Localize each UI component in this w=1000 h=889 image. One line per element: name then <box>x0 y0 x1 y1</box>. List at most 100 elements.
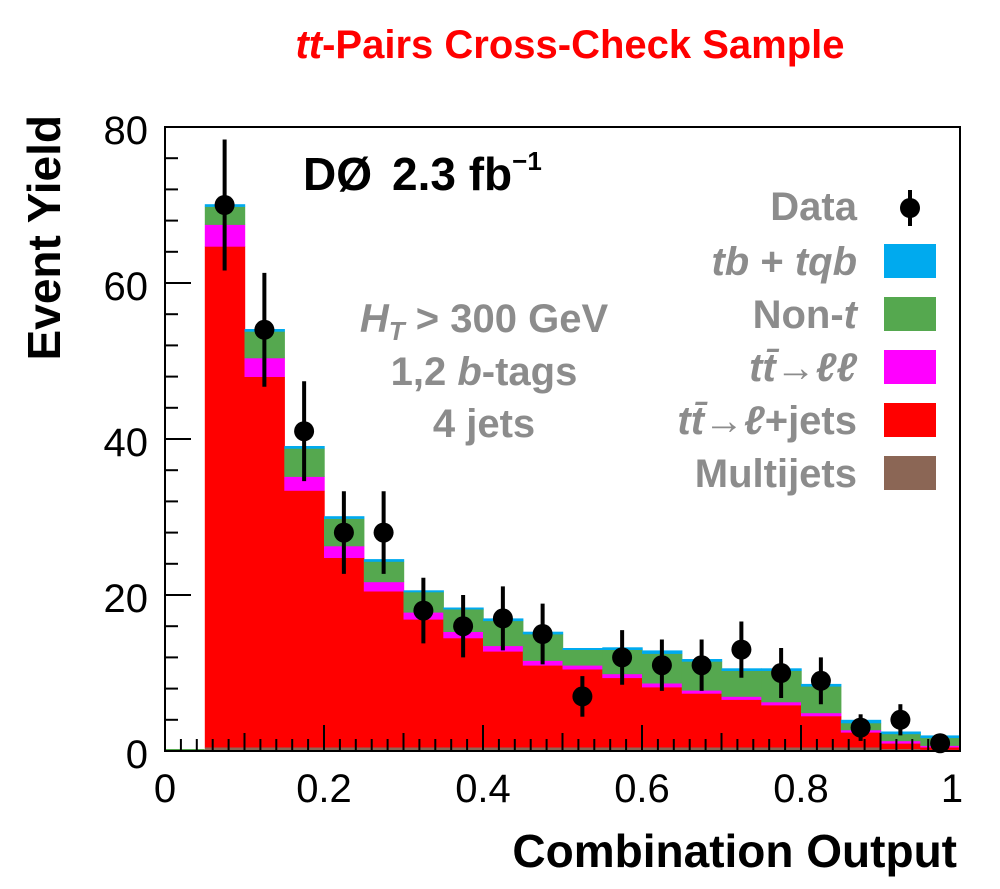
data-point <box>612 647 633 668</box>
y-tick-label: 20 <box>104 577 149 621</box>
legend-swatch-tb <box>884 244 936 278</box>
bar-multijet <box>403 747 444 752</box>
data-point <box>850 717 871 738</box>
legend-swatch-nont <box>884 297 936 331</box>
legend-dilep-part1: tt̄ <box>749 346 780 390</box>
x-axis-label: Combination Output <box>512 825 957 877</box>
cut-btags-post: -tags <box>482 350 578 394</box>
data-point <box>731 639 752 660</box>
bar-ljets <box>522 665 564 748</box>
bar-multijet <box>721 747 762 752</box>
cut-ht-var: H <box>360 297 390 341</box>
x-tick-label: 0.8 <box>773 767 829 811</box>
bar-dilep <box>880 740 921 744</box>
y-tick-label: 60 <box>104 265 149 309</box>
bar-ljets <box>681 693 723 748</box>
legend-tb-part3: tqb <box>795 240 857 284</box>
luminosity-unit-sup: −1 <box>512 146 542 176</box>
data-point <box>254 319 275 340</box>
data-point <box>651 655 672 676</box>
bar-multijet <box>801 747 842 752</box>
bar-multijet <box>284 747 325 752</box>
legend-label-ljets: tt̄→ℓ+jets <box>677 399 857 443</box>
x-tick-label: 0.4 <box>455 767 511 811</box>
bar-nont <box>880 733 921 742</box>
y-tick-labels: 0 20 40 60 80 <box>104 109 149 777</box>
x-tick-labels: 0 0.2 0.4 0.6 0.8 1 <box>154 767 963 811</box>
data-point <box>413 600 434 621</box>
y-tick-label: 40 <box>104 421 149 465</box>
y-axis-label: Event Yield <box>18 115 70 360</box>
bar-multijet <box>204 747 246 752</box>
chart-title-italic: tt <box>295 23 323 67</box>
legend-ljets-part3: ℓ <box>744 399 765 443</box>
x-tick-label: 0 <box>154 767 176 811</box>
bar-multijet <box>522 747 564 752</box>
data-point <box>294 421 315 442</box>
experiment-label: DØ 2.3 fb−1 <box>303 146 542 200</box>
legend-ljets-part2: → <box>704 399 744 443</box>
selection-cuts: HT > 300 GeV 1,2 b-tags 4 jets <box>360 297 609 446</box>
y-tick-label: 80 <box>104 109 149 153</box>
bar-dilep <box>284 476 325 491</box>
cut-btags-b: b <box>457 350 481 394</box>
legend-swatch-ljets <box>884 403 936 437</box>
x-tick-label: 0.6 <box>614 767 670 811</box>
bar-nont <box>562 649 603 666</box>
data-point <box>572 686 593 707</box>
bar-multijet <box>244 747 285 752</box>
legend-ljets-part1: tt̄ <box>677 399 708 443</box>
data-point <box>214 195 235 215</box>
legend-label-multijet: Multijets <box>695 452 857 496</box>
cut-ht: HT > 300 GeV <box>360 297 609 346</box>
cut-btags-pre: 1,2 <box>391 350 458 394</box>
data-point <box>373 522 394 543</box>
data-point <box>453 616 474 637</box>
data-point <box>810 670 831 691</box>
bar-ljets <box>204 246 246 748</box>
legend-ljets-part4: +jets <box>765 399 857 443</box>
legend-nont-part2: t <box>844 293 859 337</box>
data-point <box>691 655 712 676</box>
bar-multijet <box>602 747 643 752</box>
legend: Data tb + tqb Non-t tt̄→ℓℓ tt̄→ℓ+jets Mu… <box>677 185 936 496</box>
bar-ljets <box>284 490 325 748</box>
legend-label-dilep: tt̄→ℓℓ <box>749 346 857 390</box>
legend-swatch-dilep <box>884 350 936 384</box>
bar-dilep <box>562 665 603 670</box>
bar-multijet <box>363 747 405 752</box>
bar-dilep <box>801 712 842 717</box>
bar-tb <box>562 648 603 650</box>
legend-swatch-multijet <box>884 456 936 490</box>
data-point <box>492 608 513 629</box>
legend-nont-part1: Non- <box>753 293 844 337</box>
legend-tb-part2: + <box>749 240 795 284</box>
legend-data-marker <box>900 198 920 218</box>
x-tick-label: 1 <box>941 767 963 811</box>
legend-dilep-part3: ℓℓ <box>816 346 858 390</box>
legend-label-tb: tb + tqb <box>711 240 857 284</box>
data-point <box>333 522 354 543</box>
bar-multijet <box>681 747 723 752</box>
bar-ljets <box>642 687 683 748</box>
legend-label-data: Data <box>770 185 857 229</box>
x-tick-label: 0.2 <box>296 767 352 811</box>
bar-ljets <box>483 651 524 748</box>
axis-ticks <box>164 126 961 752</box>
data-point <box>890 709 911 730</box>
bar-ljets <box>761 705 802 748</box>
legend-label-nont: Non-t <box>753 293 859 337</box>
luminosity: 2.3 fb <box>392 148 512 200</box>
cut-ht-sub: T <box>389 316 407 346</box>
data-point <box>771 663 792 683</box>
legend-dilep-part2: → <box>776 346 816 390</box>
bar-ljets <box>721 699 762 748</box>
bar-multijet <box>483 747 524 752</box>
cut-ht-rest: > 300 GeV <box>405 297 609 341</box>
bar-ljets <box>880 743 921 750</box>
y-tick-label: 0 <box>126 733 148 777</box>
bar-multijet <box>443 747 484 752</box>
bar-dilep <box>761 701 802 706</box>
stacked-bars <box>165 204 961 752</box>
